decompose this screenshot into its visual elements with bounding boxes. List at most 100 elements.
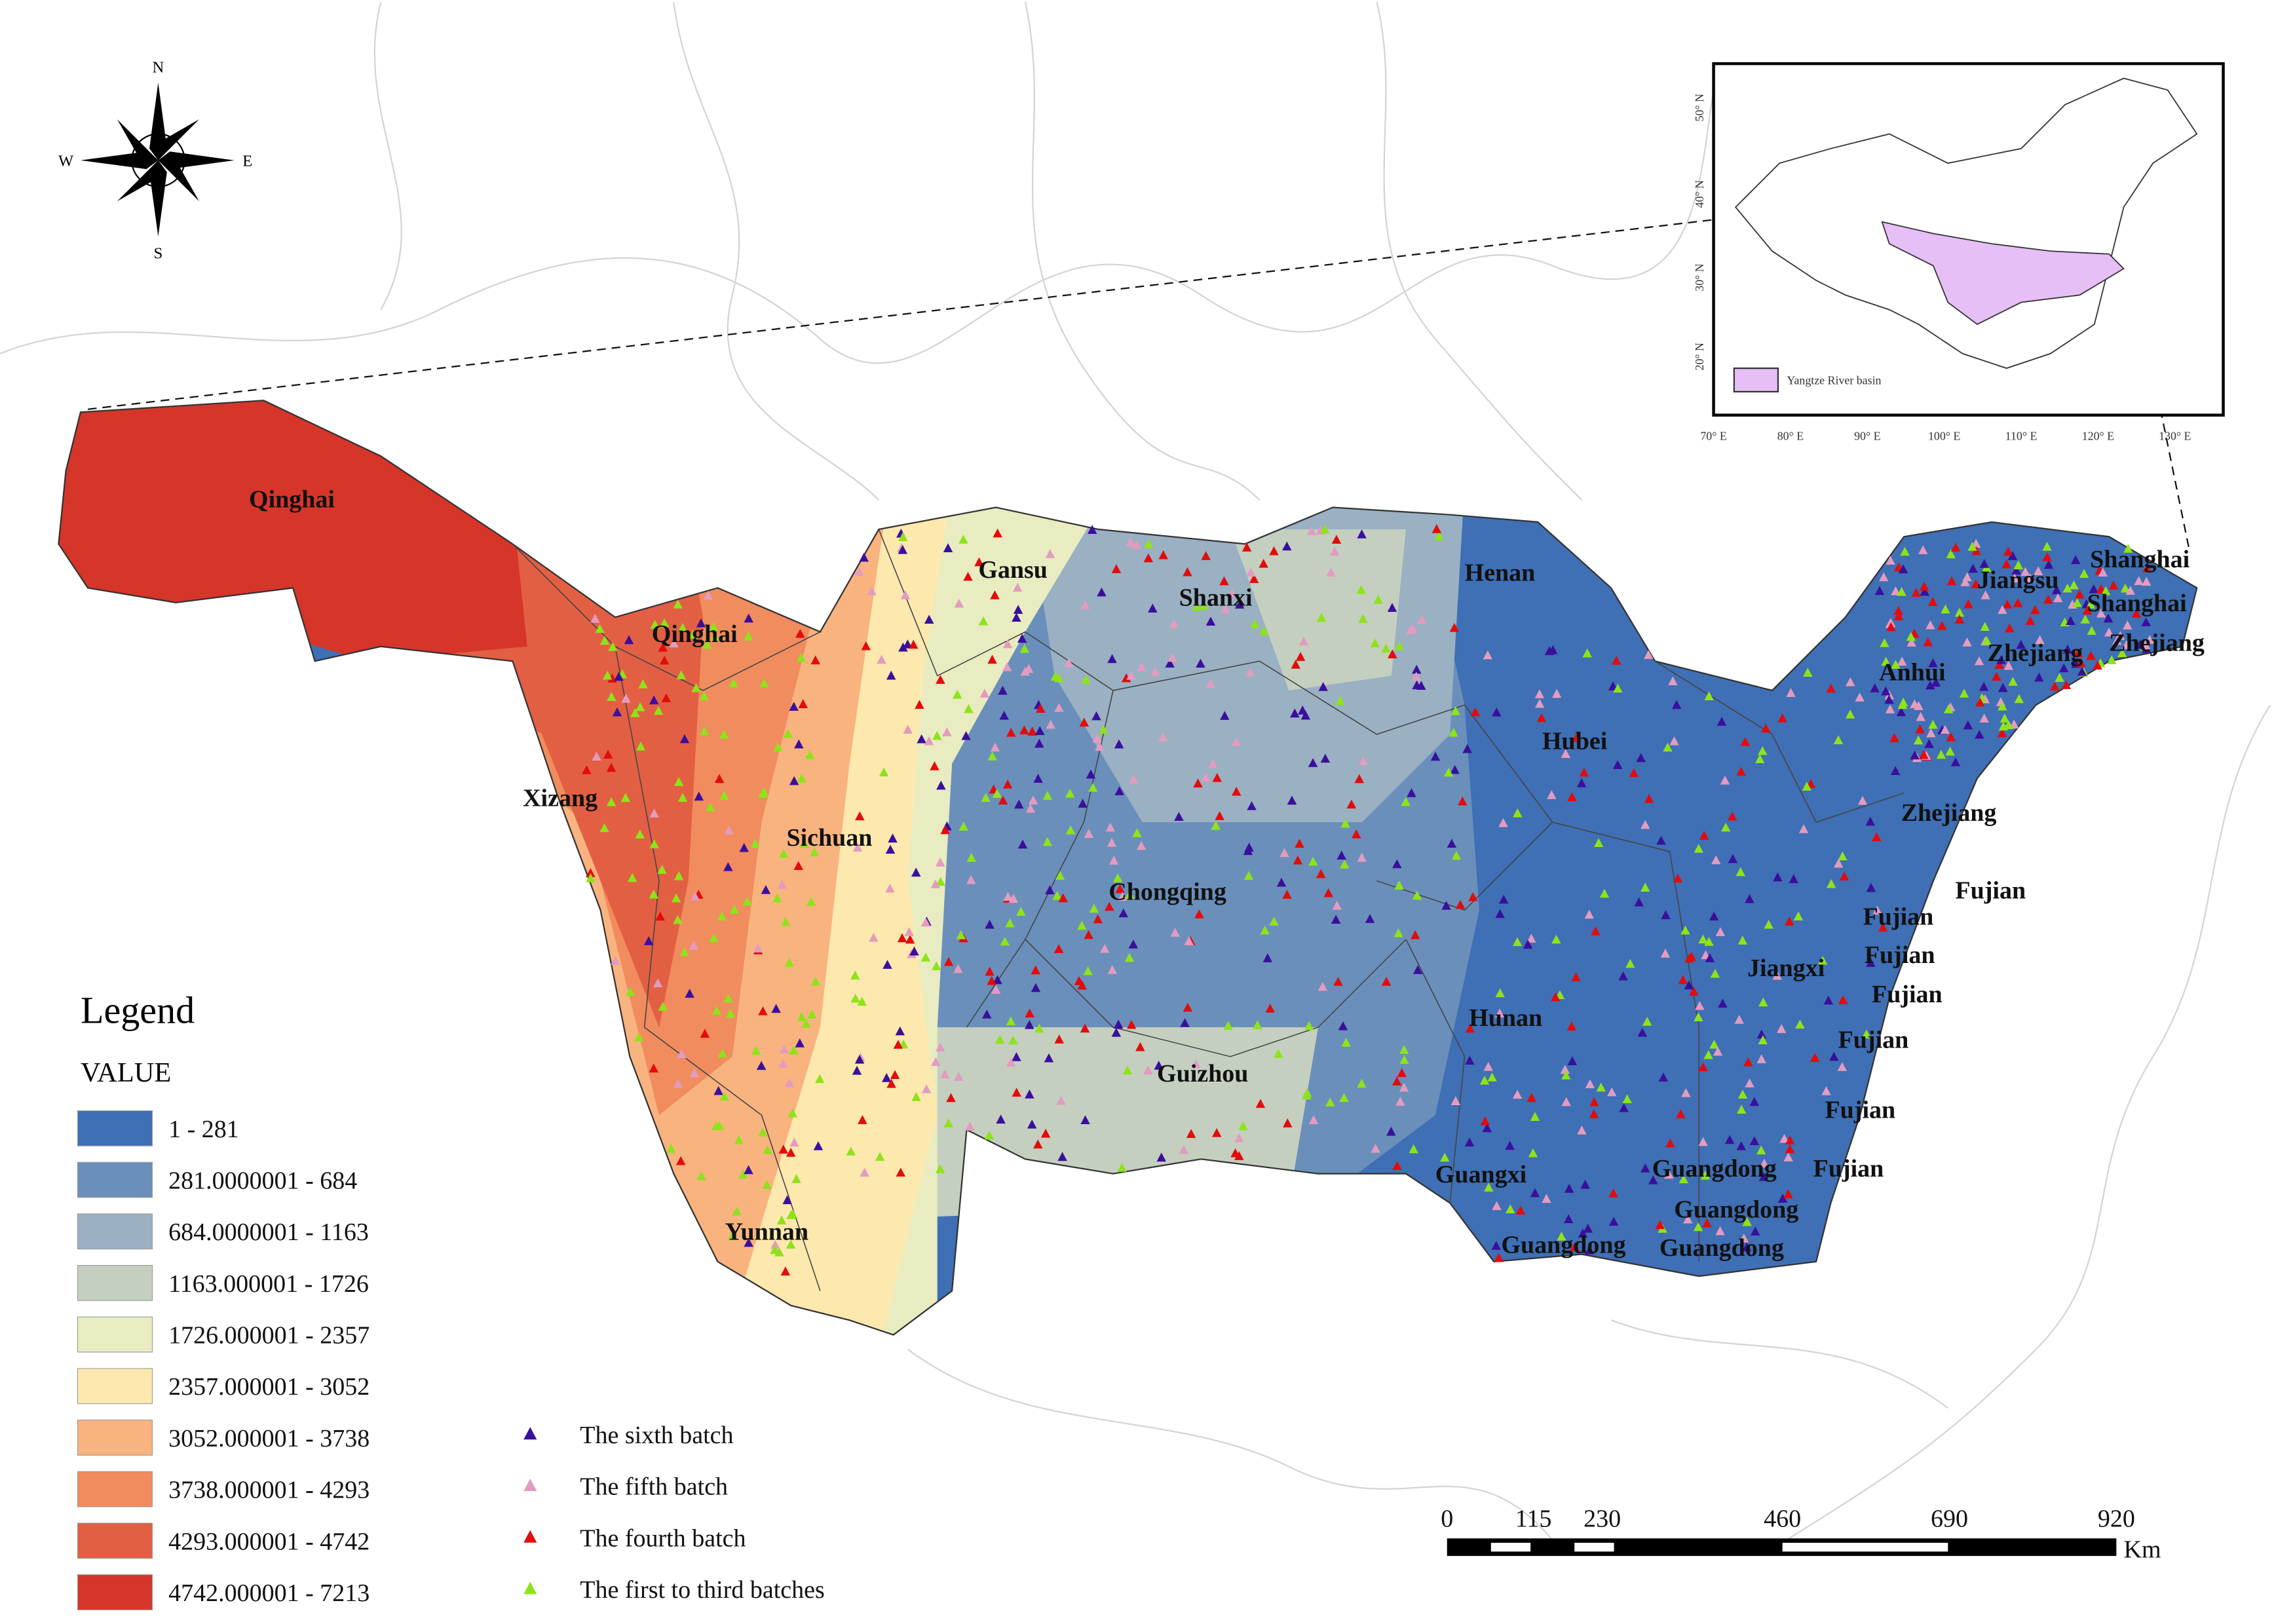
site-marker <box>1833 735 1844 744</box>
site-marker <box>1259 626 1269 635</box>
site-marker <box>2011 565 2021 575</box>
site-marker <box>943 956 954 966</box>
site-marker <box>1346 799 1357 809</box>
site-marker <box>801 1019 811 1028</box>
site-marker <box>1058 893 1068 903</box>
site-marker <box>1736 766 1746 776</box>
site-marker <box>886 1078 896 1088</box>
inset-link-line <box>88 218 1721 410</box>
province-label: Anhui <box>1879 658 1945 686</box>
site-marker <box>930 879 941 888</box>
site-marker <box>1839 871 1849 880</box>
province-label: Fujian <box>1955 877 2026 904</box>
site-marker <box>1734 1015 1744 1024</box>
site-marker <box>2055 673 2064 682</box>
site-marker <box>1837 1062 1848 1071</box>
site-marker <box>953 689 962 699</box>
legend-label: 1726.000001 - 2357 <box>168 1322 370 1350</box>
site-marker <box>1326 567 1336 576</box>
site-marker <box>1276 877 1287 887</box>
site-marker <box>1193 778 1203 788</box>
site-marker <box>1874 586 1885 595</box>
site-marker <box>1925 680 1935 690</box>
site-marker <box>763 1144 773 1154</box>
site-marker <box>806 1009 817 1019</box>
site-marker <box>1756 1029 1766 1039</box>
site-marker <box>1114 786 1124 795</box>
site-marker <box>954 598 964 608</box>
site-marker <box>1838 995 1848 1004</box>
site-marker <box>1126 670 1136 680</box>
province-label: Chongqing <box>1109 878 1226 906</box>
compass-label: E <box>242 153 252 170</box>
site-marker <box>1300 710 1311 720</box>
site-marker <box>1515 1205 1526 1215</box>
site-marker <box>987 975 996 985</box>
site-marker <box>759 678 769 688</box>
site-marker <box>2002 599 2013 609</box>
site-marker <box>1323 888 1333 897</box>
site-marker <box>1636 753 1646 763</box>
site-marker <box>1585 1079 1595 1089</box>
site-marker <box>984 1130 995 1140</box>
site-marker <box>1339 1093 1349 1103</box>
site-marker <box>935 1164 945 1173</box>
site-marker <box>1201 772 1211 782</box>
province-label: Jiangxi <box>1747 954 1825 982</box>
site-marker <box>1432 524 1442 533</box>
site-marker <box>1465 1055 1475 1065</box>
legend: Legend VALUE 1 - 281 281.0000001 - 684 684… <box>77 989 825 1610</box>
site-marker <box>1483 1061 1493 1071</box>
site-marker <box>1487 1072 1497 1082</box>
site-marker <box>1982 635 1992 645</box>
site-marker <box>1998 605 2007 614</box>
site-marker <box>1622 1094 1632 1104</box>
site-marker <box>898 532 908 542</box>
site-marker <box>1534 689 1545 698</box>
site-marker <box>1644 793 1654 803</box>
site-marker <box>778 1059 788 1068</box>
site-marker <box>780 1266 791 1275</box>
site-marker <box>2005 623 2015 633</box>
site-marker <box>860 1167 869 1177</box>
site-marker <box>1447 839 1457 848</box>
site-marker <box>614 671 624 681</box>
site-marker <box>1758 997 1768 1007</box>
site-marker <box>2108 580 2119 590</box>
site-marker <box>1234 1133 1244 1142</box>
site-marker <box>1282 890 1292 899</box>
site-marker <box>1259 558 1268 568</box>
site-marker <box>1358 614 1368 623</box>
site-marker <box>1308 758 1318 767</box>
site-marker <box>964 704 974 713</box>
site-marker <box>855 811 865 821</box>
site-marker <box>1036 704 1046 713</box>
site-marker <box>1927 597 1938 606</box>
site-marker <box>671 893 681 903</box>
site-marker <box>1491 1241 1501 1250</box>
site-marker <box>1388 649 1397 658</box>
site-marker <box>1959 689 1969 698</box>
site-marker <box>963 571 973 581</box>
site-marker <box>1878 922 1888 932</box>
site-marker <box>1897 700 1908 709</box>
site-marker <box>1234 599 1245 609</box>
site-marker <box>778 1144 789 1154</box>
site-marker <box>1758 746 1768 755</box>
site-marker <box>1411 671 1421 681</box>
site-marker <box>1386 1126 1396 1136</box>
site-marker <box>1702 1218 1712 1228</box>
site-marker <box>1354 774 1365 784</box>
site-marker <box>1381 976 1392 986</box>
site-marker <box>1996 654 2006 664</box>
site-marker <box>1576 778 1587 787</box>
site-marker <box>2062 583 2072 593</box>
site-marker <box>991 985 1001 994</box>
site-marker <box>1027 1119 1037 1129</box>
site-marker <box>1928 658 1938 668</box>
site-marker <box>673 915 683 924</box>
site-marker <box>1304 1021 1314 1030</box>
site-marker <box>1829 1051 1839 1061</box>
site-marker <box>1179 1144 1189 1154</box>
site-marker <box>1878 572 1889 582</box>
